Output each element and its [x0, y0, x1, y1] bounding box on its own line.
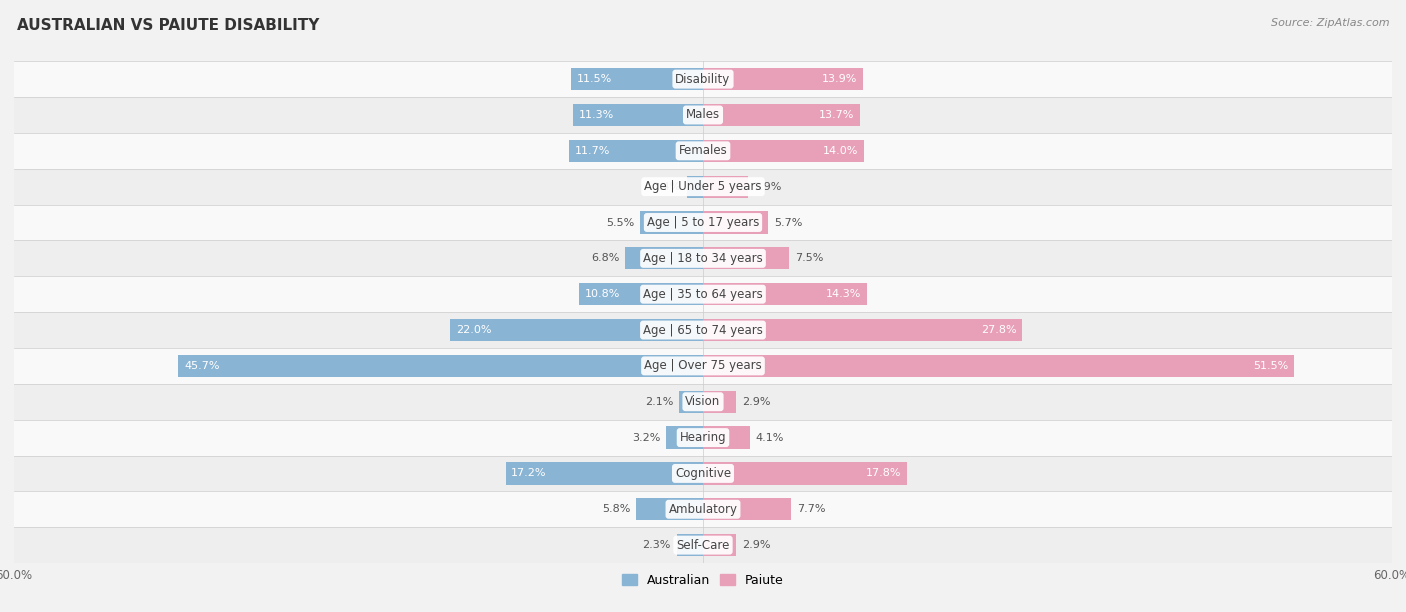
Text: 4.1%: 4.1% [756, 433, 785, 442]
Bar [14, 420, 1392, 455]
Text: 22.0%: 22.0% [456, 325, 492, 335]
Text: 17.8%: 17.8% [866, 468, 901, 479]
Text: Cognitive: Cognitive [675, 467, 731, 480]
Text: 5.7%: 5.7% [775, 217, 803, 228]
Text: Source: ZipAtlas.com: Source: ZipAtlas.com [1271, 18, 1389, 28]
Bar [688, 176, 703, 198]
Text: Age | 65 to 74 years: Age | 65 to 74 years [643, 324, 763, 337]
Bar [14, 491, 1392, 527]
Bar [703, 283, 868, 305]
Bar [14, 527, 1392, 563]
Text: AUSTRALIAN VS PAIUTE DISABILITY: AUSTRALIAN VS PAIUTE DISABILITY [17, 18, 319, 34]
Bar [179, 355, 703, 377]
Bar [703, 498, 792, 520]
Bar [637, 498, 703, 520]
Text: 45.7%: 45.7% [184, 361, 219, 371]
Bar [703, 211, 769, 234]
Bar [14, 204, 1392, 241]
Bar [579, 283, 703, 305]
Bar [14, 133, 1392, 169]
Bar [703, 319, 1022, 341]
Bar [666, 427, 703, 449]
Text: 6.8%: 6.8% [591, 253, 619, 263]
Bar [14, 61, 1392, 97]
Text: Males: Males [686, 108, 720, 121]
Bar [14, 241, 1392, 276]
Text: 13.7%: 13.7% [820, 110, 855, 120]
Text: 3.9%: 3.9% [754, 182, 782, 192]
Bar [703, 390, 737, 413]
Text: Age | Over 75 years: Age | Over 75 years [644, 359, 762, 372]
Text: 11.3%: 11.3% [579, 110, 614, 120]
Text: 3.2%: 3.2% [633, 433, 661, 442]
Bar [703, 247, 789, 269]
Bar [703, 68, 863, 90]
Bar [703, 140, 863, 162]
Text: Age | 35 to 64 years: Age | 35 to 64 years [643, 288, 763, 300]
Text: Self-Care: Self-Care [676, 539, 730, 551]
Bar [14, 97, 1392, 133]
Text: 2.9%: 2.9% [742, 540, 770, 550]
Bar [571, 68, 703, 90]
Bar [14, 348, 1392, 384]
Text: Age | 5 to 17 years: Age | 5 to 17 years [647, 216, 759, 229]
Bar [703, 355, 1295, 377]
Bar [624, 247, 703, 269]
Bar [703, 534, 737, 556]
Text: 11.7%: 11.7% [575, 146, 610, 156]
Text: 17.2%: 17.2% [512, 468, 547, 479]
Text: 2.9%: 2.9% [742, 397, 770, 407]
Bar [574, 104, 703, 126]
Bar [14, 169, 1392, 204]
Bar [703, 427, 749, 449]
Text: 5.5%: 5.5% [606, 217, 634, 228]
Bar [679, 390, 703, 413]
Legend: Australian, Paiute: Australian, Paiute [617, 569, 789, 592]
Text: Ambulatory: Ambulatory [668, 503, 738, 516]
Text: 13.9%: 13.9% [821, 74, 856, 84]
Bar [450, 319, 703, 341]
Bar [14, 276, 1392, 312]
Text: 14.3%: 14.3% [827, 289, 862, 299]
Text: Females: Females [679, 144, 727, 157]
Text: 51.5%: 51.5% [1253, 361, 1289, 371]
Text: 1.4%: 1.4% [652, 182, 681, 192]
Bar [14, 312, 1392, 348]
Text: Hearing: Hearing [679, 431, 727, 444]
Text: 14.0%: 14.0% [823, 146, 858, 156]
Bar [640, 211, 703, 234]
Bar [568, 140, 703, 162]
Bar [703, 104, 860, 126]
Bar [676, 534, 703, 556]
Bar [506, 462, 703, 485]
Bar [14, 455, 1392, 491]
Text: 27.8%: 27.8% [981, 325, 1017, 335]
Text: Vision: Vision [685, 395, 721, 408]
Text: 2.1%: 2.1% [645, 397, 673, 407]
Text: Disability: Disability [675, 73, 731, 86]
Text: 10.8%: 10.8% [585, 289, 620, 299]
Text: Age | 18 to 34 years: Age | 18 to 34 years [643, 252, 763, 265]
Text: 11.5%: 11.5% [576, 74, 612, 84]
Text: 5.8%: 5.8% [602, 504, 631, 514]
Bar [703, 462, 907, 485]
Text: 7.5%: 7.5% [794, 253, 824, 263]
Bar [14, 384, 1392, 420]
Text: 7.7%: 7.7% [797, 504, 825, 514]
Text: Age | Under 5 years: Age | Under 5 years [644, 180, 762, 193]
Bar [703, 176, 748, 198]
Text: 2.3%: 2.3% [643, 540, 671, 550]
